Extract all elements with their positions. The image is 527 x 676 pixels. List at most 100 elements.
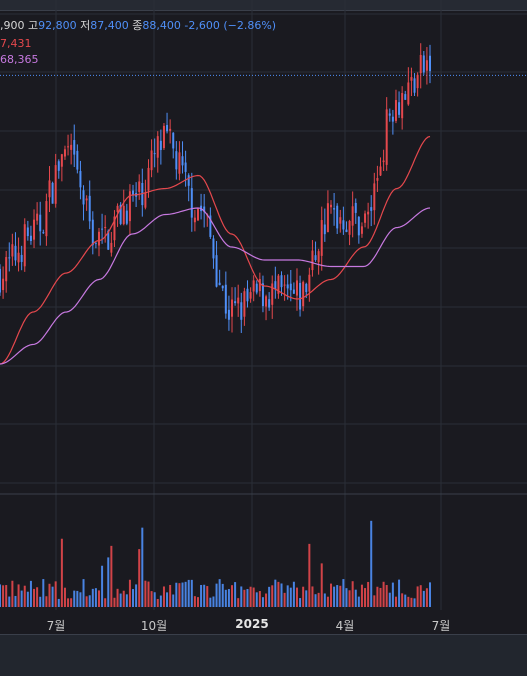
volume-bar bbox=[271, 585, 274, 607]
volume-bar bbox=[175, 582, 178, 607]
candle bbox=[60, 154, 63, 167]
candle bbox=[104, 226, 107, 229]
volume-bar bbox=[336, 585, 339, 607]
candle bbox=[125, 210, 128, 224]
volume-bar bbox=[196, 597, 199, 607]
x-tick-label: 10월 bbox=[140, 619, 168, 633]
candle bbox=[57, 161, 60, 171]
candle bbox=[429, 55, 431, 72]
candle bbox=[354, 202, 357, 213]
volume-bar bbox=[39, 596, 42, 607]
candle bbox=[0, 268, 1, 293]
candle bbox=[283, 284, 286, 286]
candle bbox=[323, 224, 326, 235]
candle bbox=[215, 255, 218, 287]
candle bbox=[339, 217, 342, 224]
volume-bar bbox=[311, 586, 314, 607]
volume-bar bbox=[255, 592, 258, 607]
volume-bar bbox=[162, 586, 165, 607]
volume-bar bbox=[398, 579, 401, 607]
candle bbox=[221, 285, 224, 289]
candle bbox=[119, 204, 122, 224]
x-tick-label: 7월 bbox=[431, 619, 451, 633]
candle bbox=[11, 244, 14, 257]
ohlc-legend: ,900 고92,800 저87,400 종88,400 -2,600 (−2.… bbox=[0, 19, 276, 33]
candle bbox=[320, 220, 323, 256]
low-value: 87,400 bbox=[90, 19, 129, 32]
high-value: 92,800 bbox=[38, 19, 77, 32]
candle bbox=[113, 216, 116, 241]
volume-bar bbox=[144, 580, 147, 607]
candle bbox=[5, 257, 8, 282]
candle bbox=[132, 190, 135, 196]
volume-bar bbox=[73, 590, 76, 607]
candle bbox=[36, 213, 39, 221]
candle bbox=[150, 150, 153, 171]
candle bbox=[193, 217, 196, 223]
x-tick-label: 7월 bbox=[46, 619, 66, 633]
candle bbox=[385, 109, 388, 165]
volume-bar bbox=[91, 588, 94, 607]
volume-bar bbox=[14, 595, 17, 607]
volume-bar bbox=[357, 596, 360, 607]
volume-bar bbox=[330, 583, 333, 607]
chart-canvas[interactable] bbox=[0, 0, 527, 634]
volume-bar bbox=[60, 538, 63, 607]
candle bbox=[107, 230, 110, 250]
candle bbox=[299, 282, 302, 310]
ma-short-value: 7,431 bbox=[0, 37, 32, 50]
volume-bar bbox=[277, 581, 280, 607]
volume-bar bbox=[159, 595, 162, 607]
volume-bar bbox=[234, 582, 237, 607]
bottom-toolbar bbox=[0, 634, 527, 676]
volume-bar bbox=[243, 589, 246, 607]
candle bbox=[73, 140, 76, 155]
volume-bar bbox=[404, 594, 407, 607]
volume-bar bbox=[265, 593, 268, 607]
candle bbox=[91, 219, 94, 246]
volume-bar bbox=[29, 580, 32, 607]
volume-bar bbox=[132, 589, 135, 607]
volume-bar bbox=[351, 581, 354, 607]
volume-bar bbox=[45, 596, 48, 607]
volume-bar bbox=[283, 592, 286, 607]
candle bbox=[249, 292, 252, 299]
candle bbox=[286, 284, 289, 289]
volume-bar bbox=[33, 588, 36, 607]
volume-bar bbox=[348, 590, 351, 607]
candle bbox=[410, 77, 413, 81]
candle bbox=[82, 190, 85, 205]
candle bbox=[162, 125, 165, 149]
candle bbox=[227, 309, 230, 320]
volume-bar bbox=[79, 592, 82, 607]
top-toolbar bbox=[0, 0, 527, 11]
candle bbox=[29, 235, 32, 241]
volume-bar bbox=[2, 585, 5, 607]
candle bbox=[144, 192, 147, 208]
volume-bar bbox=[125, 594, 128, 607]
candle bbox=[388, 113, 391, 116]
volume-bar bbox=[20, 590, 23, 607]
candle bbox=[379, 166, 382, 176]
candle bbox=[234, 301, 237, 304]
candle bbox=[274, 281, 277, 290]
candle bbox=[398, 102, 401, 115]
volume-bar bbox=[67, 598, 70, 607]
candle bbox=[261, 283, 264, 307]
candle bbox=[67, 146, 70, 148]
volume-bar bbox=[138, 549, 141, 607]
volume-bar bbox=[135, 584, 138, 607]
candle bbox=[246, 288, 249, 302]
volume-bar bbox=[94, 588, 97, 607]
volume-bar bbox=[345, 588, 348, 607]
volume-bar bbox=[187, 579, 190, 607]
volume-bar bbox=[308, 543, 311, 607]
candle bbox=[367, 211, 370, 215]
volume-bar bbox=[70, 598, 73, 607]
ma-short-legend: 7,431 bbox=[0, 37, 32, 51]
candle bbox=[23, 224, 26, 267]
candle bbox=[190, 188, 193, 218]
x-tick-label: 2025 bbox=[235, 617, 269, 631]
ma-long-value: 68,365 bbox=[0, 53, 39, 66]
